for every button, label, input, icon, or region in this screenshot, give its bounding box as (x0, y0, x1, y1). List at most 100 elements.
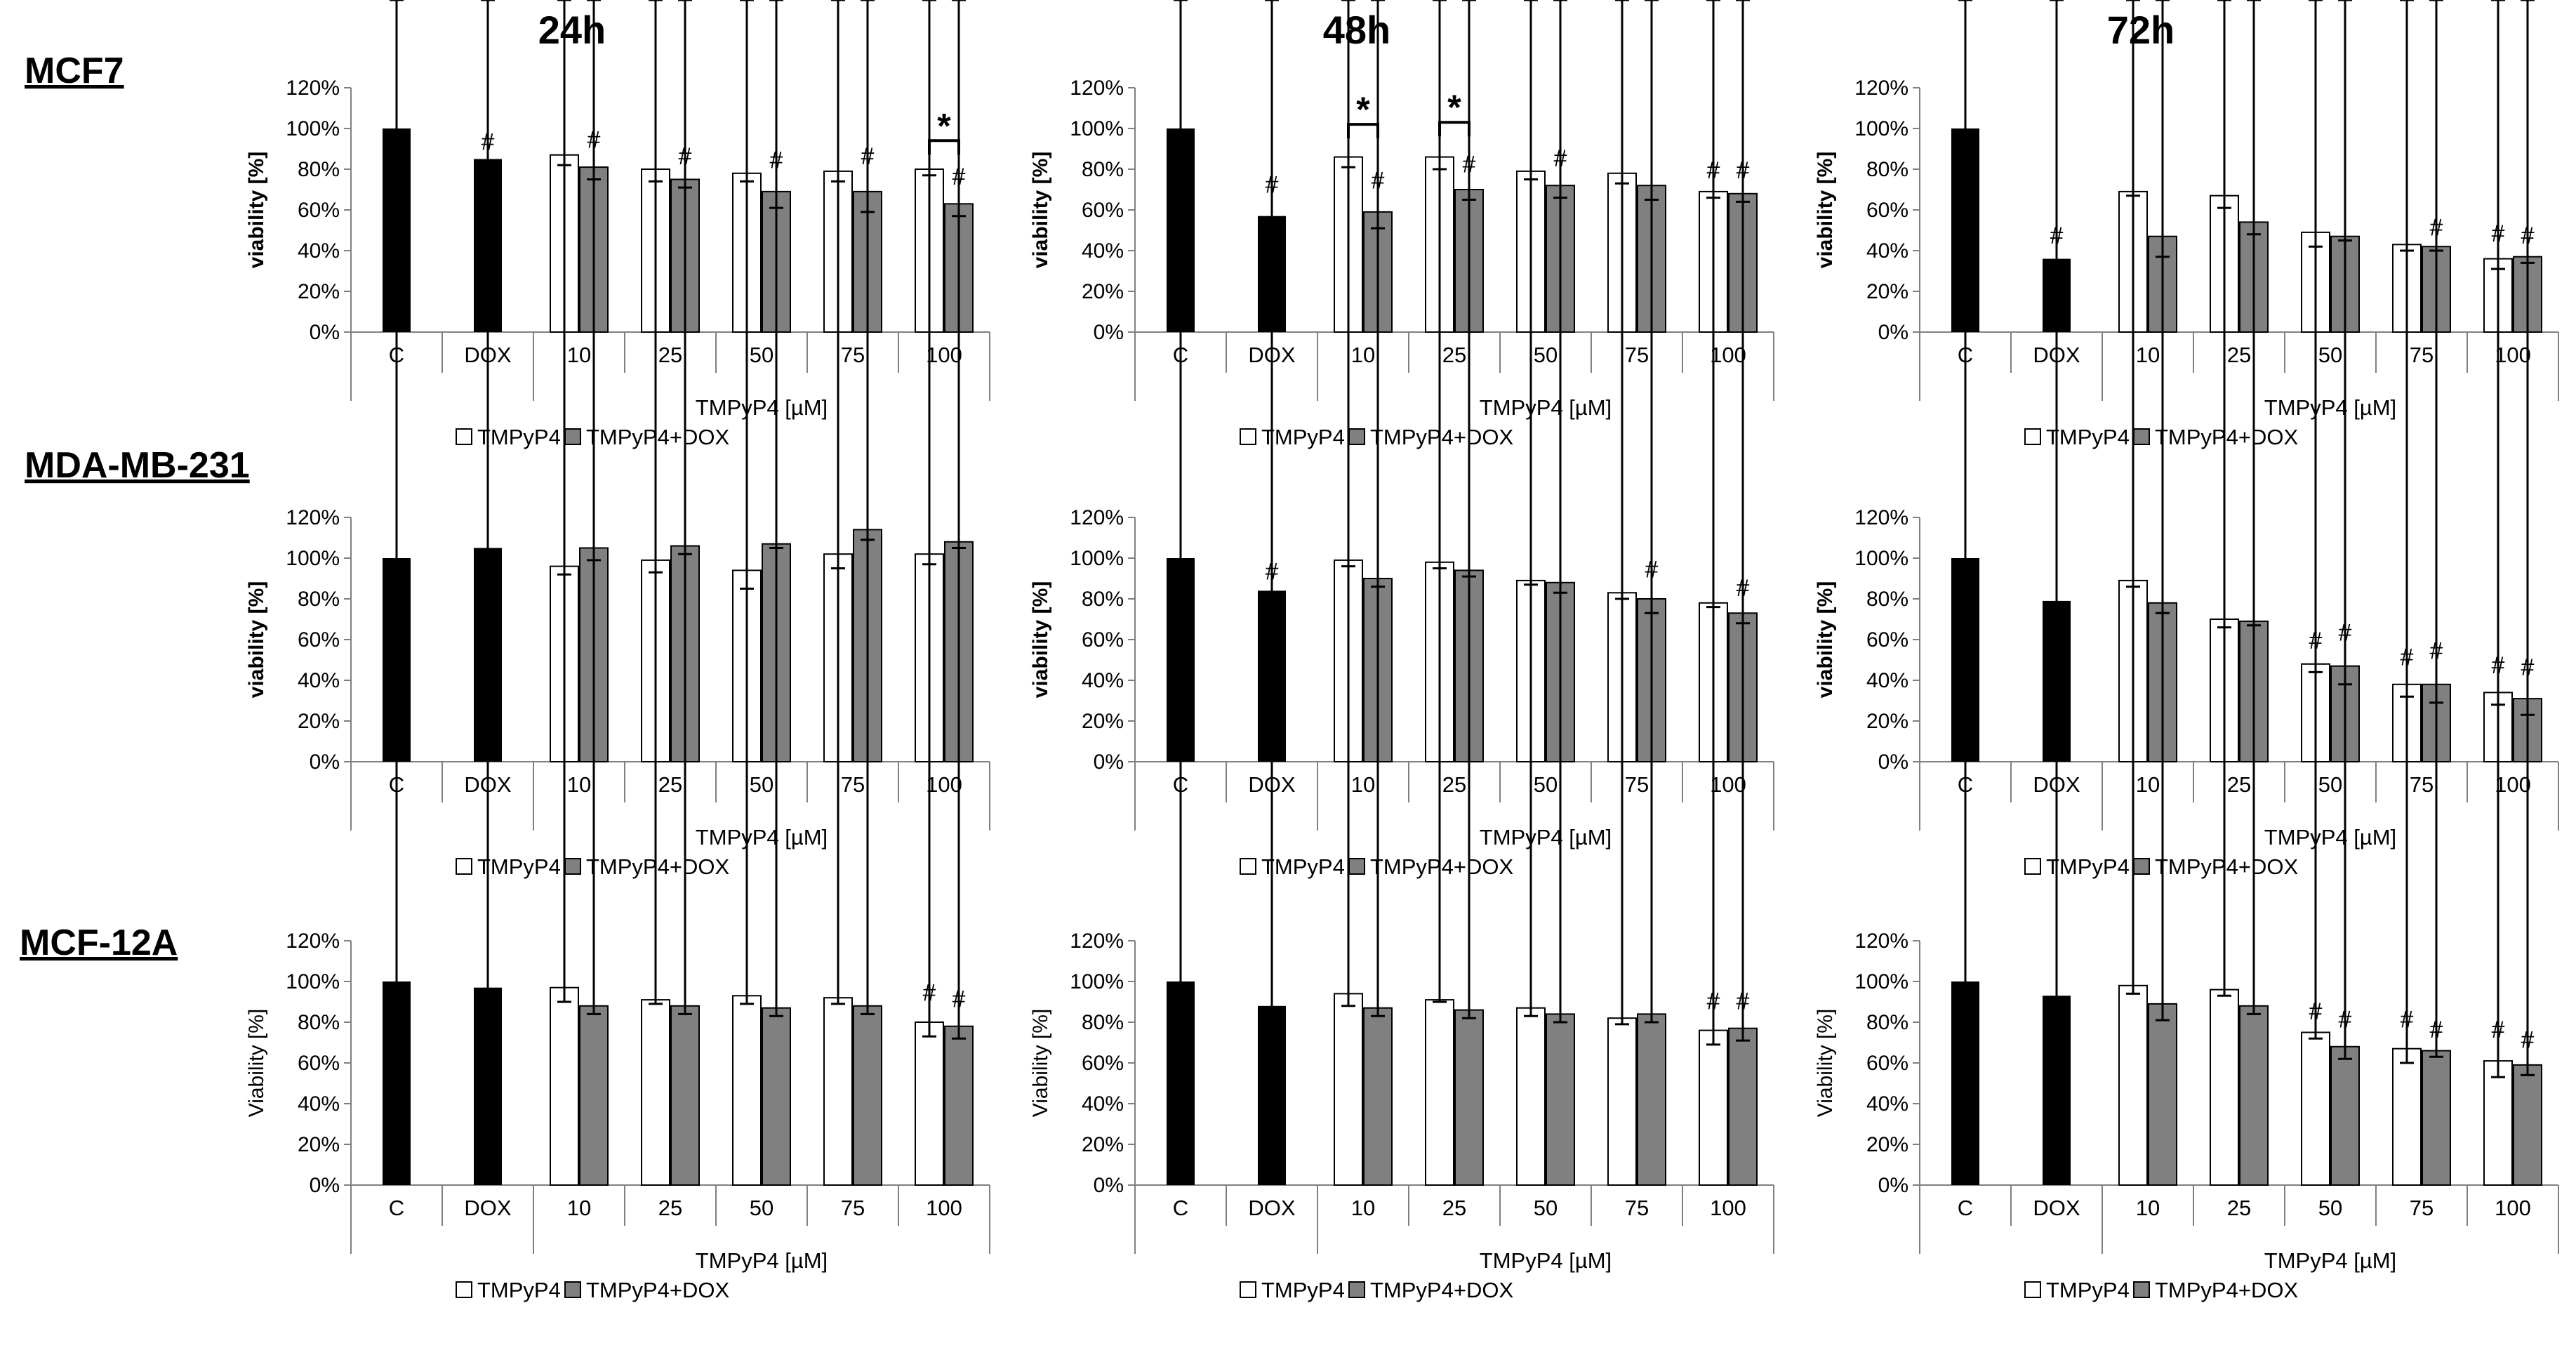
panel-mcf-12a-48h-ytick-label: 40% (1082, 1092, 1124, 1116)
panel-mcf-12a-24h-bar-combo-100 (944, 1025, 974, 1186)
panel-mcf-12a-72h-category-label: 100 (2495, 1196, 2531, 1220)
panel-mcf7-48h-ytick-label: 100% (1070, 117, 1124, 140)
panel-mcf-12a-72h-ytick-label: 0% (1878, 1174, 1908, 1197)
panel-mda-mb-231-48h-ytick-label: 120% (1070, 506, 1124, 529)
panel-mcf7-48h-group-label: TMPyP4 [µM] (1480, 395, 1612, 420)
panel-mcf-12a-72h-ytick-label: 60% (1866, 1052, 1908, 1075)
panel-mcf7-48h-legend-swatch-tmpyp4 (1240, 428, 1256, 445)
panel-mda-mb-231-48h-group-label: TMPyP4 [µM] (1480, 825, 1612, 849)
panel-mcf-12a-72h-bar-combo-10 (2148, 1003, 2177, 1186)
panel-mcf-12a-48h-significance-mark: # (1707, 988, 1720, 1014)
panel-mcf-12a-24h-y-axis-label: Viability [%] (245, 1009, 268, 1118)
panel-mda-mb-231-72h-legend-swatch-tmpyp4 (2024, 858, 2041, 875)
panel-mda-mb-231-24h-ytick-label: 100% (286, 547, 340, 570)
panel-mda-mb-231-48h-legend-swatch-tmpyp4 (1240, 858, 1256, 875)
panel-mcf7-72h-legend-label-tmpyp4: TMPyP4 (2046, 425, 2130, 449)
panel-mcf7-24h-legend-swatch-tmpyp4 (456, 428, 472, 445)
panel-mda-mb-231-48h-ytick-label: 80% (1082, 588, 1124, 611)
panel-mcf7-24h-category-label: 100 (926, 343, 962, 367)
panel-mcf-12a-72h-category-label: 25 (2227, 1196, 2251, 1220)
panel-mcf7-48h-ytick-label: 80% (1082, 158, 1124, 181)
panel-mcf-12a-72h-ytick-label: 100% (1854, 970, 1908, 993)
panel-mda-mb-231-24h-legend-swatch-combo (564, 858, 581, 875)
panel-mcf-12a-24h-category-label: 10 (567, 1196, 591, 1220)
panel-mcf-12a-72h-legend-label-tmpyp4: TMPyP4 (2046, 1278, 2130, 1302)
panel-mda-mb-231-48h-legend-label-combo: TMPyP4+DOX (1370, 854, 1513, 879)
panel-mcf-12a-72h-ytick-label: 20% (1866, 1133, 1908, 1156)
panel-mcf-12a-24h-bar-combo-25 (670, 1005, 700, 1186)
panel-mcf7-48h-legend-label-combo: TMPyP4+DOX (1370, 425, 1513, 449)
panel-mcf-12a-48h-ytick-label: 100% (1070, 970, 1124, 993)
panel-mcf-12a-24h-category-label: 75 (841, 1196, 865, 1220)
panel-mcf-12a-48h-bar-combo-25 (1454, 1009, 1484, 1186)
panel-mcf-12a-24h-bar-tmpyp4-25 (641, 999, 670, 1186)
panel-mcf-12a-48h-category-label: 100 (1710, 1196, 1746, 1220)
panel-mcf-12a-24h-ytick-label: 60% (298, 1052, 340, 1075)
panel-mcf7-48h-significance-star: * (1447, 88, 1461, 127)
panel-mcf7-48h-category-label: 10 (1351, 343, 1375, 367)
panel-mcf-12a-48h-legend-label-tmpyp4: TMPyP4 (1261, 1278, 1345, 1302)
panel-mcf-12a-48h-ytick-label: 80% (1082, 1011, 1124, 1034)
panel-mda-mb-231-72h-ytick-label: 40% (1866, 669, 1908, 692)
panel-mda-mb-231-72h-y-axis-label: viability [%] (1814, 581, 1837, 699)
panel-mcf7-72h-category-label: 25 (2227, 343, 2251, 367)
panel-mcf-12a-72h-legend-swatch-combo (2133, 1281, 2150, 1298)
panel-mcf-12a-48h-bar-tmpyp4-25 (1425, 999, 1454, 1186)
panel-mcf-12a-72h-category-label: 50 (2318, 1196, 2342, 1220)
panel-mcf-12a-72h-bar-tmpyp4-50 (2301, 1031, 2330, 1186)
panel-mcf-12a-72h-bar-combo-100 (2513, 1064, 2542, 1186)
panel-mda-mb-231-48h-category-label: 100 (1710, 772, 1746, 797)
panel-mcf-12a-72h-legend-label-combo: TMPyP4+DOX (2155, 1278, 2298, 1302)
panel-mda-mb-231-24h-ytick-label: 0% (310, 751, 340, 774)
column-title-72h: 72h (2107, 8, 2175, 52)
panel-mda-mb-231-72h-legend-swatch-combo (2133, 858, 2150, 875)
panel-mda-mb-231-72h-category-label: 100 (2495, 772, 2531, 797)
panel-mda-mb-231-24h-y-axis-label: viability [%] (245, 581, 268, 699)
panel-mcf-12a-48h-bar-tmpyp4-75 (1607, 1017, 1637, 1186)
panel-mda-mb-231-48h-ytick-label: 40% (1082, 669, 1124, 692)
panel-mcf-12a-72h-significance-mark: # (2401, 1006, 2414, 1033)
panel-mcf-12a-24h-bar-tmpyp4-50 (732, 995, 762, 1186)
panel-mcf7-48h-y-axis-label: viability [%] (1029, 152, 1052, 269)
panel-mcf7-72h-category-label: 75 (2410, 343, 2434, 367)
panel-mcf7-72h-ytick-label: 0% (1878, 321, 1908, 344)
panel-mcf-12a-24h-legend-label-combo: TMPyP4+DOX (586, 1278, 729, 1302)
panel-mda-mb-231-72h-legend-label-combo: TMPyP4+DOX (2155, 854, 2298, 879)
panel-mcf-12a-24h-legend-label-tmpyp4: TMPyP4 (477, 1278, 561, 1302)
panel-mcf-12a-48h-ytick-label: 20% (1082, 1133, 1124, 1156)
panel-mcf-12a-48h-category-label: 10 (1351, 1196, 1375, 1220)
panel-mcf7-48h-legend-swatch-combo (1348, 428, 1365, 445)
panel-mcf-12a-48h-bar-dox (1258, 1005, 1286, 1185)
panel-mcf-12a-48h-category-label: 75 (1625, 1196, 1649, 1220)
panel-mcf-12a-72h-group-label: TMPyP4 [µM] (2264, 1248, 2396, 1273)
panel-mcf-12a-72h-bar-combo-75 (2422, 1050, 2451, 1186)
panel-mcf-12a-48h-ytick-label: 120% (1070, 930, 1124, 953)
panel-mda-mb-231-24h-category-label: 100 (926, 772, 962, 797)
panel-mcf7-72h-ytick-label: 100% (1854, 117, 1908, 140)
panel-mcf7-24h-category-label: 25 (658, 343, 682, 367)
panel-mcf7-24h-ytick-label: 20% (298, 280, 340, 303)
panel-mcf7-72h-ytick-label: 20% (1866, 280, 1908, 303)
panel-mcf-12a-24h-bar-tmpyp4-100 (915, 1021, 944, 1186)
panel-mcf7-72h-group-label: TMPyP4 [µM] (2264, 395, 2396, 420)
panel-mcf7-48h-ytick-label: 120% (1070, 77, 1124, 100)
panel-mcf-12a-72h-bar-tmpyp4-25 (2210, 989, 2239, 1186)
row-title-mda-mb-231: MDA-MB-231 (25, 445, 250, 486)
panel-mcf7-72h-y-axis-label: viability [%] (1814, 152, 1837, 269)
panel-mcf-12a-48h-category-label: DOX (1248, 1196, 1296, 1220)
panel-mda-mb-231-48h-category-label: 10 (1351, 772, 1375, 797)
panel-mda-mb-231-24h-category-label: 10 (567, 772, 591, 797)
panel-mcf-12a-48h-bar-combo-100 (1728, 1027, 1758, 1186)
panel-mda-mb-231-48h-ytick-label: 60% (1082, 628, 1124, 652)
panel-mcf-12a-48h-group-label: TMPyP4 [µM] (1480, 1248, 1612, 1273)
panel-mcf-12a-48h-legend-label-combo: TMPyP4+DOX (1370, 1278, 1513, 1302)
panel-mcf-12a-48h-category-label: 50 (1534, 1196, 1558, 1220)
panel-mda-mb-231-48h-legend-label-tmpyp4: TMPyP4 (1261, 854, 1345, 879)
panel-mcf-12a-48h-ytick-label: 60% (1082, 1052, 1124, 1075)
panel-mda-mb-231-48h-category-label: 25 (1442, 772, 1466, 797)
panel-mda-mb-231-72h-ytick-label: 100% (1854, 547, 1908, 570)
panel-mcf-12a-72h-bar-combo-25 (2239, 1005, 2269, 1186)
panel-mcf-12a-24h-group-label: TMPyP4 [µM] (696, 1248, 828, 1273)
panel-mcf-12a-72h-bar-c (1951, 981, 1979, 1185)
